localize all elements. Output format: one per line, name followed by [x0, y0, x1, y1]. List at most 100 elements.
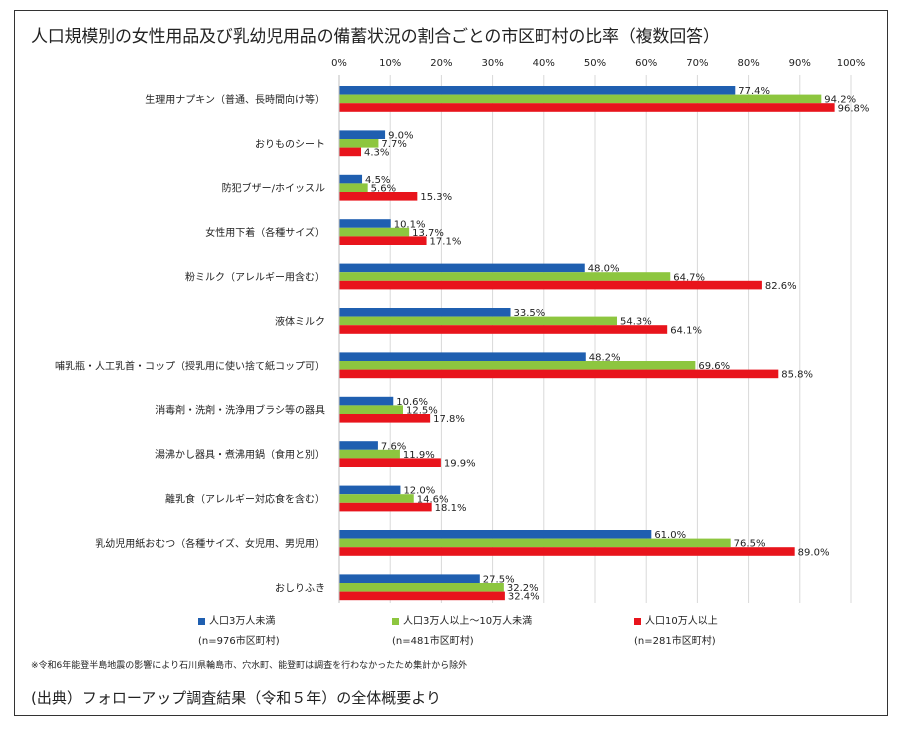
bar [339, 583, 504, 592]
legend-n-medium: (n=481市区町村) [392, 636, 474, 647]
x-tick-label: 30% [481, 58, 503, 69]
x-tick-label: 70% [686, 58, 708, 69]
data-label: 96.8% [838, 103, 870, 114]
x-tick-label: 60% [635, 58, 657, 69]
legend-swatch-medium [392, 617, 399, 625]
bar [339, 94, 822, 104]
bar [339, 325, 668, 334]
category-label: 哺乳瓶・人工乳首・コップ（授乳用に使い捨て紙コップ可） [55, 359, 325, 372]
bar [339, 502, 432, 512]
bar [339, 538, 731, 548]
bar [339, 280, 762, 290]
x-tick-label: 20% [430, 58, 452, 69]
category-label: 女性用下着（各種サイズ） [205, 226, 325, 239]
x-tick-label: 80% [737, 58, 759, 69]
data-label: 94.2% [824, 95, 856, 106]
data-label: 27.5% [483, 575, 515, 586]
legend-item-medium: 人口3万人以上～10万人未満 [392, 612, 532, 627]
data-label: 32.4% [508, 592, 540, 603]
source-caption: (出典）フォローアップ調査結果（令和５年）の全体概要より [31, 689, 441, 707]
category-label: 防犯ブザー/ホイッスル [222, 182, 325, 195]
category-label: 乳幼児用紙おむつ（各種サイズ、女児用、男児用） [95, 537, 325, 550]
data-label: 64.7% [673, 272, 705, 283]
bar [339, 130, 386, 139]
bar [339, 396, 394, 406]
bar [339, 272, 671, 281]
data-label: 32.2% [507, 583, 539, 594]
data-label: 12.5% [406, 406, 438, 417]
data-label: 4.3% [364, 148, 389, 159]
category-label: 液体ミルク [275, 315, 325, 328]
bar [339, 414, 431, 423]
x-tick-label: 10% [379, 58, 401, 69]
bar [339, 458, 441, 467]
bar [339, 547, 795, 556]
bar [339, 361, 696, 370]
category-label: 粉ミルク（アレルギー用含む） [185, 271, 325, 284]
bar [339, 219, 391, 228]
data-label: 18.1% [435, 503, 467, 514]
data-label: 48.2% [589, 353, 621, 364]
bar [339, 103, 835, 112]
x-tick-label: 50% [584, 58, 606, 69]
bar [339, 139, 379, 148]
bar [339, 530, 652, 539]
data-label: 89.0% [798, 547, 830, 558]
data-label: 17.8% [433, 414, 465, 425]
legend-label-small: 人口3万人未満 [209, 616, 276, 627]
data-label: 33.5% [514, 308, 546, 319]
bar [339, 574, 480, 583]
legend-item-small: 人口3万人未満 [198, 612, 275, 627]
category-label: 消毒剤・洗剤・洗浄用ブラシ等の器具 [155, 404, 325, 417]
data-label: 64.1% [670, 325, 702, 336]
legend-n-small: (n=976市区町村) [198, 636, 280, 647]
bar [339, 591, 505, 601]
bar [339, 316, 618, 326]
data-label: 10.6% [396, 397, 428, 408]
bar [339, 263, 585, 273]
bar [339, 494, 414, 503]
bar [339, 369, 779, 379]
x-tick-label: 90% [789, 58, 811, 69]
category-label: 生理用ナプキン（普通、長時間向け等） [145, 93, 325, 106]
data-label: 5.6% [371, 184, 396, 195]
data-label: 19.9% [444, 459, 476, 470]
category-label: おりものシート [255, 138, 325, 150]
legend-label-large: 人口10万人以上 [645, 616, 718, 627]
x-tick-label: 40% [533, 58, 555, 69]
data-label: 9.0% [388, 131, 413, 142]
bar [339, 227, 410, 237]
category-label: 離乳食（アレルギー対応食を含む） [165, 493, 325, 506]
data-label: 7.7% [381, 139, 406, 150]
figure-frame [14, 10, 888, 716]
data-label: 77.4% [738, 86, 770, 97]
bar [339, 147, 362, 157]
data-label: 7.6% [381, 441, 406, 452]
bar [339, 441, 378, 450]
bar [339, 86, 736, 95]
bar [339, 449, 400, 459]
legend-label-medium: 人口3万人以上～10万人未満 [403, 616, 533, 627]
legend-item-large: 人口10万人以上 [634, 612, 718, 627]
bar [339, 183, 368, 192]
data-label: 4.5% [365, 175, 390, 186]
data-label: 69.6% [698, 361, 730, 372]
data-label: 54.3% [620, 317, 652, 328]
footnote: ※令和6年能登半島地震の影響により石川県輪島市、穴水町、能登町は調査を行わなかっ… [31, 661, 468, 671]
data-label: 82.6% [765, 281, 797, 292]
category-label: 湯沸かし器具・煮沸用鍋（食用と別） [155, 448, 325, 461]
chart-title: 人口規模別の女性用品及び乳幼児用品の備蓄状況の割合ごとの市区町村の比率（複数回答… [31, 27, 720, 47]
bar [339, 174, 363, 184]
data-label: 14.6% [417, 494, 449, 505]
bar [339, 352, 586, 361]
legend-swatch-large [634, 617, 641, 625]
data-label: 13.7% [412, 228, 444, 239]
data-label: 85.8% [781, 370, 813, 381]
legend-n-large: (n=281市区町村) [634, 636, 716, 647]
data-label: 15.3% [420, 192, 452, 203]
bar [339, 308, 511, 317]
x-tick-label: 100% [837, 58, 866, 69]
data-label: 12.0% [403, 486, 435, 497]
bar [339, 192, 418, 201]
